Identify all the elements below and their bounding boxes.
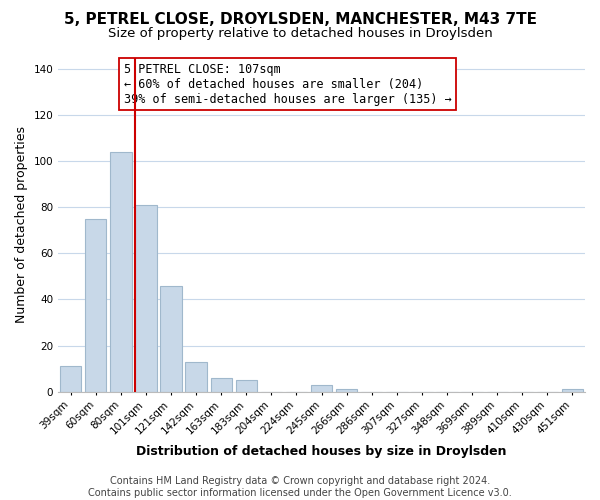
X-axis label: Distribution of detached houses by size in Droylsden: Distribution of detached houses by size …	[136, 444, 507, 458]
Text: 5, PETREL CLOSE, DROYLSDEN, MANCHESTER, M43 7TE: 5, PETREL CLOSE, DROYLSDEN, MANCHESTER, …	[64, 12, 536, 28]
Bar	[110, 152, 131, 392]
Bar	[185, 362, 207, 392]
Bar	[85, 219, 106, 392]
Text: 5 PETREL CLOSE: 107sqm
← 60% of detached houses are smaller (204)
39% of semi-de: 5 PETREL CLOSE: 107sqm ← 60% of detached…	[124, 62, 452, 106]
Bar	[562, 390, 583, 392]
Bar	[136, 205, 157, 392]
Text: Size of property relative to detached houses in Droylsden: Size of property relative to detached ho…	[107, 28, 493, 40]
Bar	[60, 366, 82, 392]
Y-axis label: Number of detached properties: Number of detached properties	[15, 126, 28, 323]
Bar	[160, 286, 182, 392]
Bar	[311, 385, 332, 392]
Bar	[336, 390, 358, 392]
Bar	[236, 380, 257, 392]
Text: Contains HM Land Registry data © Crown copyright and database right 2024.
Contai: Contains HM Land Registry data © Crown c…	[88, 476, 512, 498]
Bar	[211, 378, 232, 392]
